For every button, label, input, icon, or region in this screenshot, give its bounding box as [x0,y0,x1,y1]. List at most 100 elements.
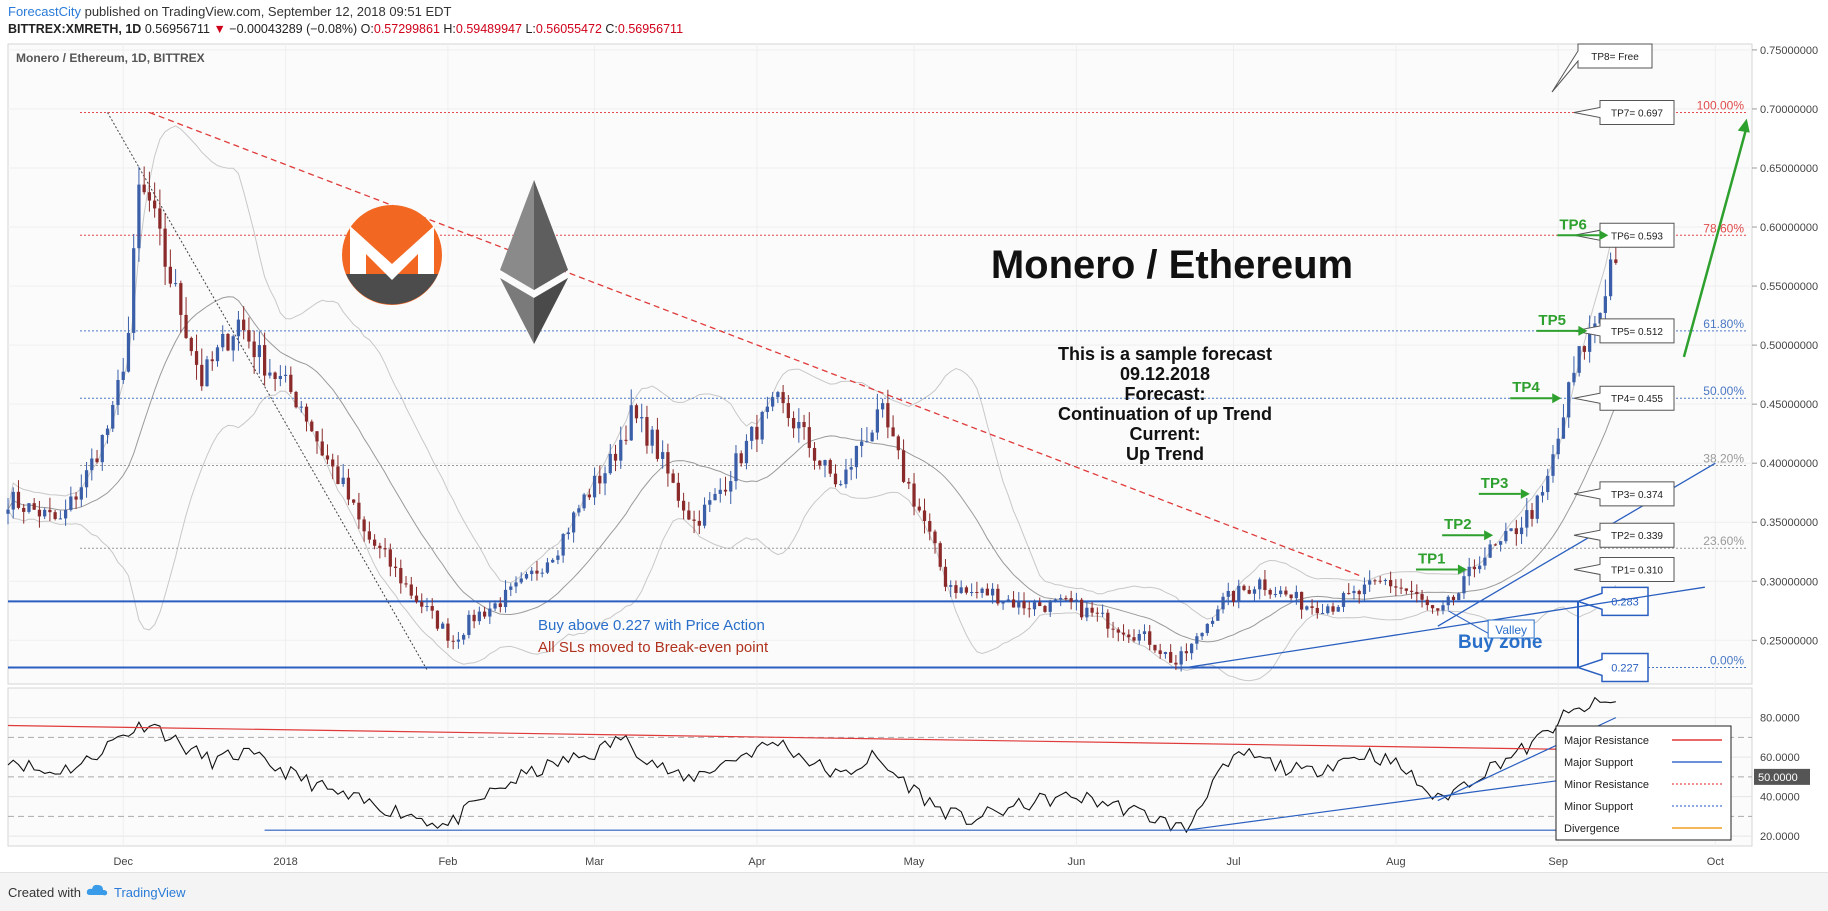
candle-body [462,634,466,640]
candle-body [273,372,277,379]
tradingview-link[interactable]: TradingView [114,885,186,900]
candle-body [687,510,691,520]
candle-body [184,314,188,338]
rsi-tick-label: 20.0000 [1760,831,1800,843]
annotations: Monero / Ethereum This is a sample foreca… [538,243,1542,656]
candle-body [388,549,392,567]
candle-body [477,611,481,622]
candle-body [179,283,183,315]
candle-body [1362,584,1367,595]
candle-body [1169,652,1173,663]
candle-body [1205,623,1209,634]
candle-body [1551,454,1555,476]
candle-body [43,509,47,517]
buy-zone-tag [1575,652,1649,683]
candle-body [210,359,214,362]
candle-body [69,496,73,510]
candle-body [215,347,220,362]
candle-body [676,482,680,501]
rsi-pane[interactable] [7,687,1753,847]
candle-body [1472,566,1477,570]
candle-body [891,427,895,437]
candle-body [666,452,670,474]
candle-body [352,499,356,503]
candle-body [1504,530,1508,542]
y-tick-label: 0.40000000 [1760,458,1818,470]
candle-body [970,592,974,594]
fib-label: 0.00% [1710,653,1744,667]
valley-pointer [1447,610,1491,635]
candle-body [1546,475,1550,493]
legend-label: Minor Support [1564,801,1633,813]
candle-body [880,403,885,410]
candle-body [336,466,340,485]
high-label: H: [443,22,456,36]
candle-body [1535,495,1539,519]
candle-body [63,509,68,519]
legend-label: Minor Resistance [1564,779,1649,791]
candle-body [137,184,141,249]
big-title: Monero / Ethereum [991,243,1353,287]
candle-body [299,406,303,408]
tp-box-label: TP7= 0.697 [1611,108,1663,119]
candle-body [875,409,880,433]
price-pane[interactable] [7,43,1753,685]
chart-title: Monero / Ethereum, 1D, BITTREX [16,51,205,65]
candle-body [655,429,660,459]
y-tick-label: 0.75000000 [1760,45,1818,57]
x-tick-label: Jun [1068,856,1086,868]
candle-body [860,441,864,446]
candle-body [1457,593,1461,601]
author-link[interactable]: ForecastCity [8,4,81,19]
forecast-line: Continuation of up Trend [1058,404,1272,424]
legend-label: Divergence [1564,823,1620,835]
candle-body [163,228,167,267]
candle-body [975,592,979,594]
x-tick-label: Mar [585,856,604,868]
candle-body [420,601,424,607]
candle-body [325,455,330,460]
candle-body [760,412,764,440]
x-tick-label: Dec [113,856,133,868]
candle-body [409,584,413,596]
candle-body [1509,528,1513,531]
candle-body [865,441,869,443]
chart-svg[interactable]: 100.00% 78.60% 61.80% 50.00% 38.20% 23.60% 0.0… [0,42,1828,870]
candle-body [6,509,10,514]
candle-body [1451,596,1456,601]
candle-body [723,489,728,492]
candle-body [812,447,817,461]
candle-body [1572,372,1576,383]
candle-body [200,364,204,387]
y-tick-label: 0.30000000 [1760,576,1818,588]
candle-body [1059,598,1063,600]
candle-body [681,500,686,511]
candle-body [702,504,707,526]
chart-area[interactable]: 100.00% 78.60% 61.80% 50.00% 38.20% 23.60% 0.0… [0,42,1828,870]
rsi-current-badge [1754,768,1810,785]
candle-body [79,487,83,500]
grid [8,44,1752,846]
tp-arrow-label: TP2 [1444,516,1472,533]
candle-body [1519,527,1524,535]
candle-body [771,397,775,407]
candle-body [1436,608,1440,611]
candle-body [849,467,853,470]
candle-body [367,531,371,540]
candle-body [32,503,36,510]
ohlc-line: BITTREX:XMRETH, 1D 0.56956711 ▼ −0.00043… [8,22,683,36]
x-tick-label: Aug [1386,856,1406,868]
candle-body [404,583,408,585]
candle-body [1231,590,1236,602]
candle-body [1341,593,1346,607]
candle-body [1189,643,1194,654]
candle-body [718,489,722,494]
candle-body [247,330,251,342]
candle-body [132,248,136,333]
tp-arrow-head [1599,230,1609,241]
publish-line: ForecastCity published on TradingView.co… [8,4,451,19]
candle-body [598,475,602,484]
down-arrow-icon: ▼ [213,22,226,36]
legend-label: Major Resistance [1564,735,1649,747]
candle-body [519,578,523,583]
